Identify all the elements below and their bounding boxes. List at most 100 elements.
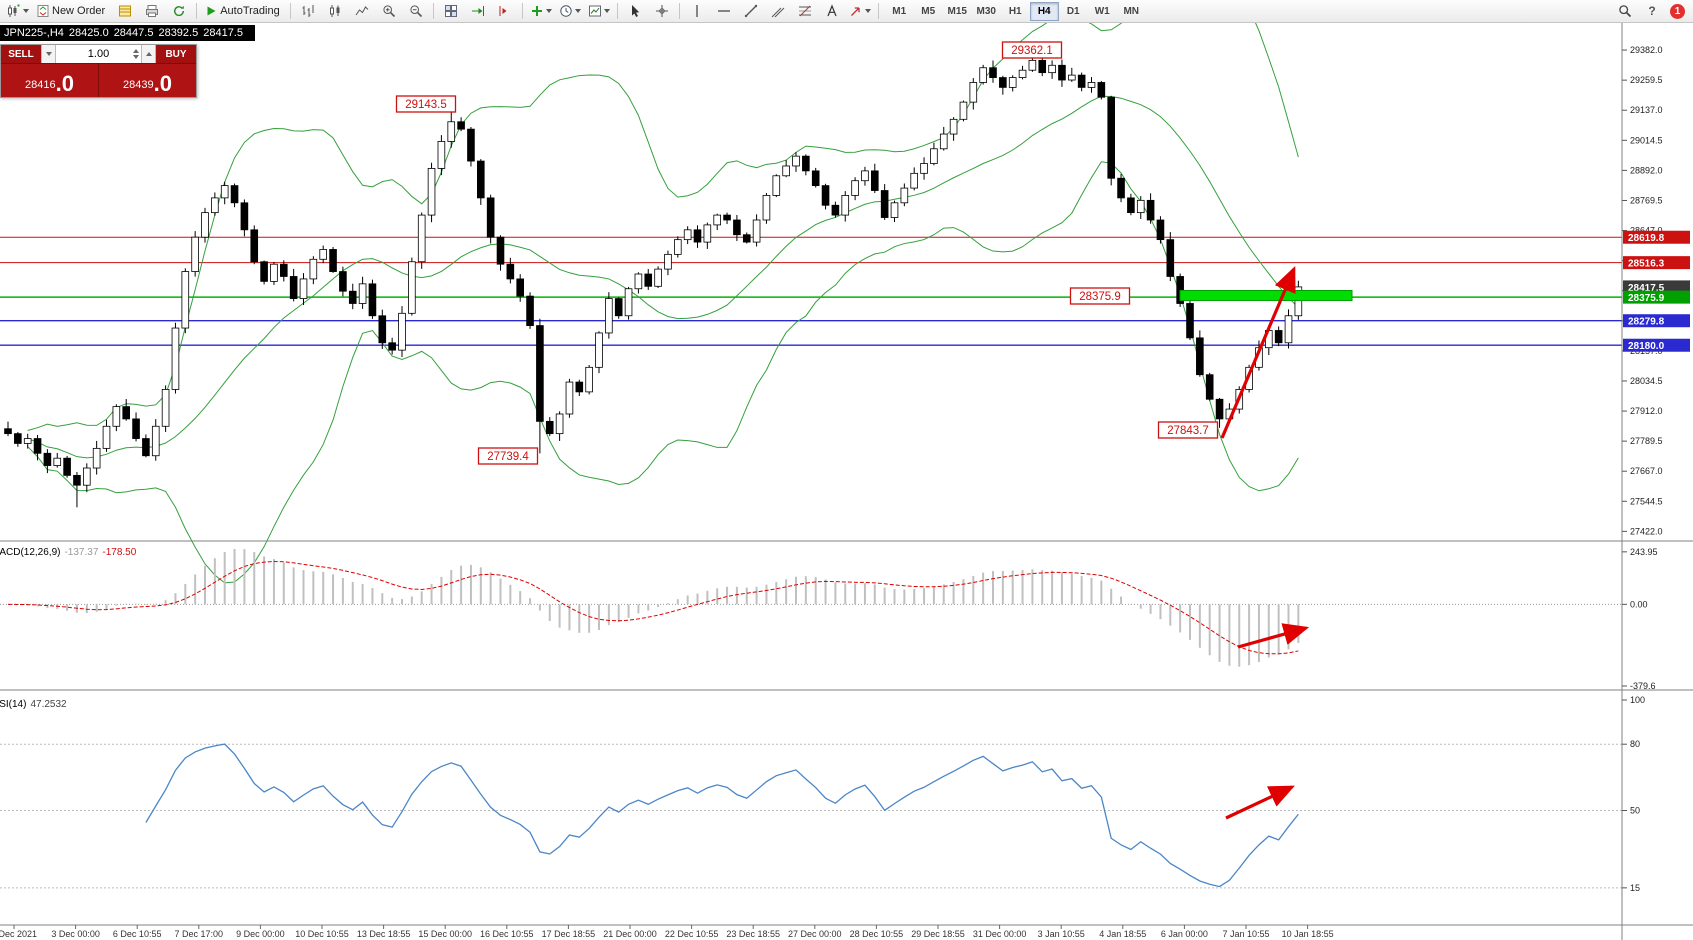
price-annotation-box (1069, 287, 1131, 305)
line-chart-mode-button[interactable] (349, 1, 375, 21)
chart-shift-button[interactable] (492, 1, 518, 21)
svg-text:28516.3: 28516.3 (1628, 259, 1665, 270)
new-chart-button[interactable] (4, 1, 32, 21)
market-watch-icon (118, 4, 132, 18)
timeframe-button-mn[interactable]: MN (1123, 5, 1139, 17)
sell-button[interactable]: SELL (1, 45, 41, 63)
trend-arrow (1225, 785, 1295, 820)
new-order-label: New Order (52, 5, 106, 17)
svg-text:16 Dec 10:55: 16 Dec 10:55 (480, 929, 534, 939)
svg-text:28892.0: 28892.0 (1630, 165, 1663, 175)
price-axis[interactable]: 29382.0 29259.5 29137.0 29014.5 28892.0 28769… (0, 23, 1693, 940)
horizontal-line-tool-button[interactable] (711, 1, 737, 21)
high-value: 28447.5 (113, 27, 154, 39)
sell-options-caret[interactable] (41, 45, 56, 63)
price-chart[interactable]: 29382.0 29259.5 29137.0 29014.5 28892.0 28769… (0, 23, 1693, 940)
svg-text:27 Dec 00:00: 27 Dec 00:00 (788, 929, 842, 939)
trade-panel-header: SELL 1.00 BUY (1, 45, 196, 63)
svg-text:28647.0: 28647.0 (1630, 226, 1663, 236)
svg-text:29137.0: 29137.0 (1630, 105, 1663, 115)
periods-button[interactable] (556, 1, 584, 21)
auto-scroll-button[interactable] (465, 1, 491, 21)
text-tool-button[interactable] (819, 1, 845, 21)
svg-text:29382.0: 29382.0 (1630, 45, 1663, 55)
help-button[interactable]: ? (1639, 1, 1665, 21)
timeframe-button-d1[interactable]: D1 (1066, 5, 1080, 17)
volume-spinner[interactable] (133, 45, 139, 63)
time-axis[interactable]: 3 Dec 2021 3 Dec 00:00 6 Dec 10:55 7 Dec 17… (0, 925, 1334, 939)
buy-price-main: 28439 (123, 79, 154, 91)
cursor-tool-button[interactable] (622, 1, 648, 21)
fibonacci-tool-button[interactable] (792, 1, 818, 21)
zoom-in-icon (382, 4, 396, 18)
svg-text:0.00: 0.00 (1630, 599, 1648, 609)
svg-text:10 Jan 18:55: 10 Jan 18:55 (1282, 929, 1334, 939)
timeframe-button-m5[interactable]: M5 (921, 5, 936, 17)
svg-text:27544.5: 27544.5 (1630, 496, 1663, 506)
text-icon (825, 4, 839, 18)
trendline-tool-button[interactable] (738, 1, 764, 21)
toolbar-separator (678, 3, 680, 19)
buy-price[interactable]: 28439.0 (99, 64, 196, 97)
crosshair-tool-button[interactable] (649, 1, 675, 21)
sell-price[interactable]: 28416.0 (1, 64, 99, 97)
search-button[interactable] (1612, 1, 1638, 21)
svg-text:28 Dec 10:55: 28 Dec 10:55 (850, 929, 904, 939)
svg-text:21 Dec 00:00: 21 Dec 00:00 (603, 929, 657, 939)
new-order-button[interactable]: New Order (33, 1, 111, 21)
ohlc-info-bar: JPN225-,H4 28425.0 28447.5 28392.5 28417.5 (0, 25, 255, 41)
indicators-button[interactable] (527, 1, 555, 21)
trade-panel-prices: 28416.0 28439.0 (1, 63, 196, 97)
svg-text:27789.5: 27789.5 (1630, 436, 1663, 446)
annotations: 29362.1 29143.5 28375.9 27843.7 27739.4 (395, 41, 1353, 820)
svg-text:29259.5: 29259.5 (1630, 75, 1663, 85)
timeframe-button-m15[interactable]: M15 (947, 5, 967, 17)
dropdown-caret-icon (574, 9, 581, 13)
fibonacci-icon (798, 4, 812, 18)
svg-text:29 Dec 18:55: 29 Dec 18:55 (911, 929, 965, 939)
templates-icon (588, 4, 602, 18)
templates-button[interactable] (585, 1, 613, 21)
volume-input[interactable]: 1.00 (56, 45, 141, 63)
tile-windows-icon (444, 4, 458, 18)
bar-chart-mode-button[interactable] (295, 1, 321, 21)
rsi-value: 47.2532 (30, 699, 67, 710)
zoom-out-button[interactable] (403, 1, 429, 21)
timeframe-button-w1[interactable]: W1 (1094, 5, 1110, 17)
market-watch-button[interactable] (112, 1, 138, 21)
svg-text:-379.6: -379.6 (1630, 681, 1656, 691)
timeframe-button-h4[interactable]: H4 (1029, 1, 1059, 21)
channel-tool-button[interactable] (765, 1, 791, 21)
price-annotation-box (395, 95, 457, 113)
arrows-tool-button[interactable] (846, 1, 874, 21)
toolbar-separator (196, 3, 198, 19)
timeframe-button-m30[interactable]: M30 (976, 5, 996, 17)
svg-text:27843.7: 27843.7 (1167, 425, 1209, 437)
print-button[interactable] (139, 1, 165, 21)
buy-options-caret[interactable] (141, 45, 156, 63)
svg-text:13 Dec 18:55: 13 Dec 18:55 (357, 929, 411, 939)
autotrading-label: AutoTrading (220, 5, 280, 17)
buy-button[interactable]: BUY (156, 45, 196, 63)
spinner-up-icon (133, 49, 139, 53)
svg-text:50: 50 (1630, 806, 1640, 816)
refresh-icon (172, 5, 186, 18)
main-chart-panel (0, 23, 1622, 584)
candlestick-mode-button[interactable] (322, 1, 348, 21)
refresh-button[interactable] (166, 1, 192, 21)
trendline-icon (744, 4, 757, 18)
timeframe-button-h1[interactable]: H1 (1008, 5, 1022, 17)
svg-text:28375.9: 28375.9 (1079, 291, 1121, 303)
notification-badge[interactable]: 1 (1670, 3, 1685, 19)
timeframe-button-m1[interactable]: M1 (892, 5, 907, 17)
toolbar-separator (877, 3, 879, 19)
new-order-icon (36, 4, 50, 18)
vertical-line-tool-button[interactable] (684, 1, 710, 21)
svg-text:28619.8: 28619.8 (1628, 233, 1665, 244)
main-toolbar: New Order AutoTrading (0, 0, 1693, 23)
auto-scroll-icon (471, 4, 485, 18)
autotrading-button[interactable]: AutoTrading (201, 1, 286, 21)
highlight-green-bar (1179, 290, 1353, 301)
tile-windows-button[interactable] (438, 1, 464, 21)
zoom-in-button[interactable] (376, 1, 402, 21)
